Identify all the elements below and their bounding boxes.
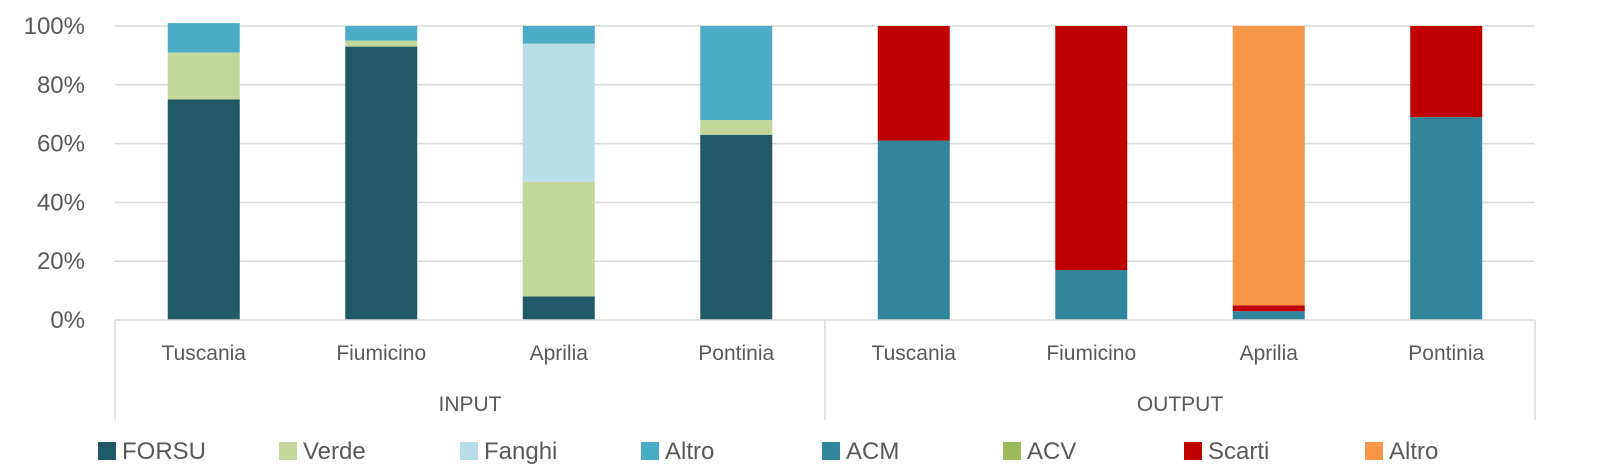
x-category-label: Pontinia xyxy=(698,342,774,365)
bar-segment xyxy=(345,46,418,321)
bar-segment xyxy=(167,52,240,100)
bars xyxy=(167,23,1483,321)
legend-label: Scarti xyxy=(1208,438,1269,465)
legend-swatch xyxy=(98,442,116,460)
gridlines xyxy=(115,25,1535,262)
bar-segment xyxy=(700,120,773,135)
legend: FORSU Verde Fanghi Altro ACM ACV Scarti Altro xyxy=(98,438,1438,465)
y-tick-label: 0% xyxy=(50,307,85,334)
legend-swatch xyxy=(1003,442,1021,460)
x-group-label: INPUT xyxy=(439,393,502,416)
legend-swatch xyxy=(822,442,840,460)
bar-segment xyxy=(877,26,950,141)
legend-label: FORSU xyxy=(122,438,206,465)
bar-segment xyxy=(1055,270,1128,320)
bar-segment xyxy=(1232,305,1305,312)
legend-label: Verde xyxy=(303,438,366,465)
y-tick-label: 60% xyxy=(37,131,85,158)
x-category-label: Aprilia xyxy=(530,342,589,365)
bar-segment xyxy=(345,26,418,41)
bar-segment xyxy=(1055,26,1128,271)
bar-segment xyxy=(877,140,950,320)
legend-swatch xyxy=(1184,442,1202,460)
y-tick-label: 40% xyxy=(37,189,85,216)
bar-segment xyxy=(1232,26,1305,306)
bar-segment xyxy=(700,134,773,320)
bar-segment xyxy=(522,181,595,297)
legend-label: Altro xyxy=(665,438,714,465)
x-category-label: Tuscania xyxy=(872,342,957,365)
bar-segment xyxy=(700,26,773,121)
y-tick-label: 100% xyxy=(24,13,85,40)
x-category-label: Aprilia xyxy=(1240,342,1299,365)
bar-segment xyxy=(167,99,240,320)
bar-segment xyxy=(522,43,595,182)
legend-swatch xyxy=(279,442,297,460)
bar-segment xyxy=(1410,117,1483,320)
x-category-label: Fiumicino xyxy=(336,342,426,365)
x-group-label: OUTPUT xyxy=(1137,393,1224,416)
legend-label: ACM xyxy=(846,438,899,465)
bar-segment xyxy=(1232,311,1305,320)
x-category-label: Fiumicino xyxy=(1046,342,1136,365)
bar-segment xyxy=(345,40,418,47)
x-axis: Tuscania Fiumicino Aprilia Pontinia Tuscania… xyxy=(114,319,1536,420)
legend-swatch xyxy=(460,442,478,460)
bar-segment xyxy=(522,296,595,320)
legend-swatch xyxy=(641,442,659,460)
x-category-label: Pontinia xyxy=(1408,342,1484,365)
bar-segment xyxy=(522,26,595,44)
legend-label: Altro xyxy=(1389,438,1438,465)
y-tick-label: 20% xyxy=(37,248,85,275)
bar-segment xyxy=(1410,26,1483,118)
y-tick-label: 80% xyxy=(37,72,85,99)
legend-label: Fanghi xyxy=(484,438,557,465)
legend-label: ACV xyxy=(1027,438,1076,465)
bar-segment xyxy=(167,23,240,53)
y-axis-ticks: 0% 20% 40% 60% 80% 100% xyxy=(24,13,85,334)
x-category-label: Tuscania xyxy=(162,342,247,365)
legend-swatch xyxy=(1365,442,1383,460)
